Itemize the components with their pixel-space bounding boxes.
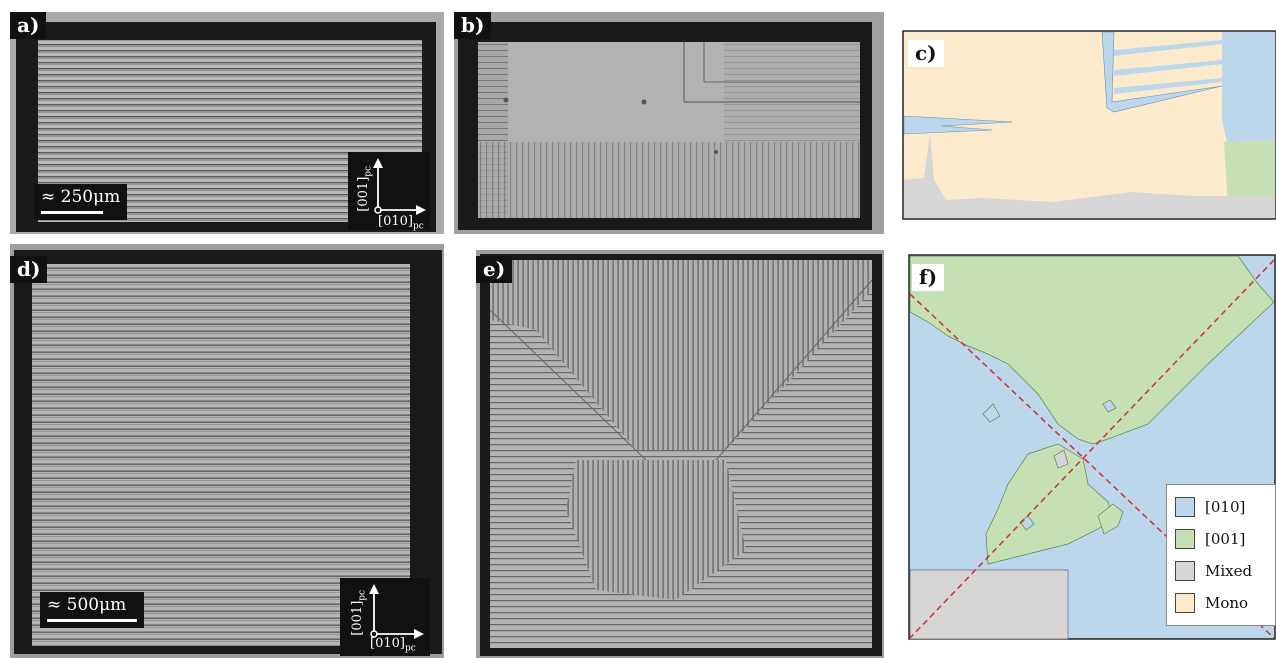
- mixed-patch-f-center: [1053, 449, 1069, 469]
- legend-item-mono: Mono: [1175, 587, 1267, 619]
- axes-indicator-a: [001]pc [010]pc: [348, 152, 430, 232]
- legend-swatch-001: [1175, 529, 1195, 549]
- panel-e: e): [476, 250, 884, 658]
- scale-bar-a-label: ≈ 250μm: [41, 187, 121, 207]
- axis-label-horizontal-d: [010]pc: [370, 636, 416, 654]
- micrograph-d: [10, 244, 444, 658]
- legend-swatch-010: [1175, 497, 1195, 517]
- scale-bar-d: ≈ 500μm: [40, 592, 144, 628]
- scale-bar-d-label: ≈ 500μm: [47, 595, 127, 615]
- axis-label-horizontal-a: [010]pc: [378, 214, 424, 232]
- dashed-diagonal-2: [909, 259, 1275, 639]
- domain-010-region-c: [1222, 32, 1275, 142]
- micrograph-e: [476, 250, 884, 658]
- legend-item-001: [001]: [1175, 523, 1267, 555]
- panel-c: c): [902, 30, 1276, 220]
- panel-label-c: c): [908, 40, 944, 67]
- micrograph-a: [10, 12, 444, 234]
- panel-b: b): [454, 12, 884, 234]
- mixed-region-c: [904, 134, 1275, 218]
- legend-swatch-mixed: [1175, 561, 1195, 581]
- axis-label-vertical-d: [001]pc: [350, 589, 368, 636]
- panel-a: a) ≈ 250μm [001]pc [010]pc: [10, 12, 444, 234]
- domain-001-region-f-bottom: [985, 443, 1114, 565]
- domain-map-c: [902, 30, 1276, 220]
- panel-label-b: b): [454, 12, 492, 39]
- panel-label-d: d): [10, 256, 48, 283]
- domain-001-region-c: [1224, 140, 1275, 208]
- panel-label-a: a): [10, 12, 47, 39]
- mixed-region-f: [909, 569, 1069, 640]
- panel-label-f: f): [912, 264, 945, 291]
- panel-f: f) [010] [001] Mixed Mono: [908, 254, 1276, 640]
- scale-bar-a: ≈ 250μm: [34, 184, 128, 220]
- axes-indicator-d: [001]pc [010]pc: [340, 578, 430, 656]
- axis-label-vertical-a: [001]pc: [356, 165, 374, 212]
- micrograph-b: [454, 12, 884, 234]
- dashed-diagonal-1: [909, 293, 1275, 639]
- panel-d: d) ≈ 500μm [001]pc [010]pc: [10, 244, 444, 658]
- legend-item-mixed: Mixed: [1175, 555, 1267, 587]
- legend-item-010: [010]: [1175, 491, 1267, 523]
- domain-001-region-f-top: [909, 255, 1275, 445]
- legend: [010] [001] Mixed Mono: [1166, 484, 1276, 626]
- legend-swatch-mono: [1175, 593, 1195, 613]
- panel-label-e: e): [476, 256, 513, 283]
